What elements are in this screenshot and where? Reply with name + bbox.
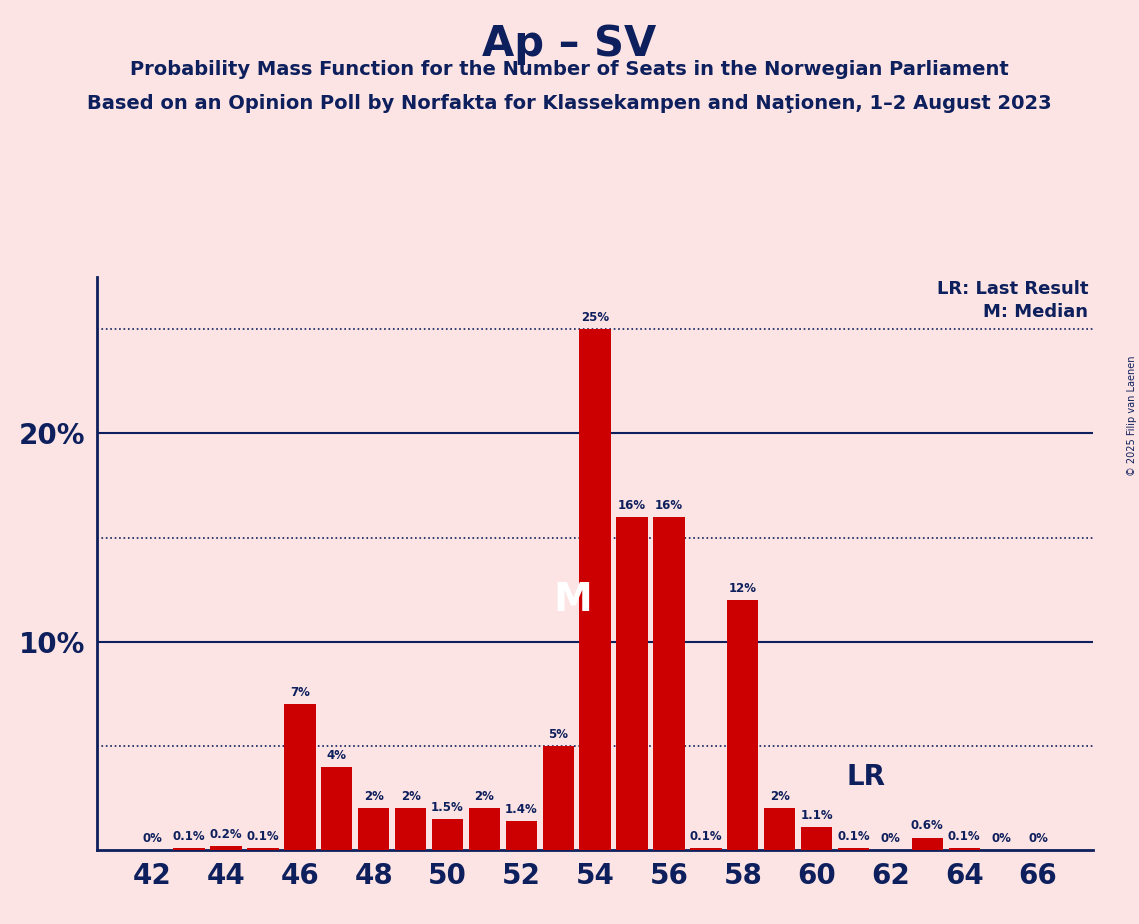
Bar [949, 848, 980, 850]
Bar [247, 848, 279, 850]
Bar [580, 329, 611, 850]
Bar [469, 808, 500, 850]
Text: 0.1%: 0.1% [247, 830, 279, 843]
Bar [284, 704, 316, 850]
Text: Ap – SV: Ap – SV [483, 23, 656, 65]
Text: 7%: 7% [290, 686, 310, 699]
Text: 0.1%: 0.1% [948, 830, 981, 843]
Bar [395, 808, 426, 850]
Text: 25%: 25% [581, 311, 609, 324]
Text: © 2025 Filip van Laenen: © 2025 Filip van Laenen [1126, 356, 1137, 476]
Text: 0.1%: 0.1% [837, 830, 870, 843]
Text: 16%: 16% [618, 499, 646, 512]
Bar [838, 848, 869, 850]
Bar [358, 808, 390, 850]
Text: M: M [554, 581, 592, 619]
Text: 1.1%: 1.1% [801, 808, 833, 822]
Text: 2%: 2% [475, 790, 494, 803]
Bar [690, 848, 721, 850]
Bar [654, 517, 685, 850]
Bar [506, 821, 536, 850]
Bar [911, 837, 943, 850]
Text: Probability Mass Function for the Number of Seats in the Norwegian Parliament: Probability Mass Function for the Number… [130, 60, 1009, 79]
Text: 0%: 0% [991, 832, 1011, 845]
Text: 2%: 2% [770, 790, 789, 803]
Bar [764, 808, 795, 850]
Bar [321, 767, 352, 850]
Text: M: Median: M: Median [983, 303, 1089, 321]
Text: 0%: 0% [142, 832, 162, 845]
Text: 0.6%: 0.6% [911, 820, 944, 833]
Text: 0%: 0% [1029, 832, 1048, 845]
Text: 2%: 2% [401, 790, 420, 803]
Text: 0.2%: 0.2% [210, 828, 243, 841]
Text: 5%: 5% [548, 728, 568, 741]
Text: LR: LR [846, 763, 885, 791]
Bar [727, 600, 759, 850]
Text: 0%: 0% [880, 832, 900, 845]
Text: 16%: 16% [655, 499, 683, 512]
Text: 0.1%: 0.1% [689, 830, 722, 843]
Text: 1.5%: 1.5% [431, 800, 464, 814]
Bar [211, 845, 241, 850]
Bar [542, 746, 574, 850]
Bar [173, 848, 205, 850]
Text: LR: Last Result: LR: Last Result [937, 280, 1089, 298]
Text: Based on an Opinion Poll by Norfakta for Klassekampen and Naţionen, 1–2 August 2: Based on an Opinion Poll by Norfakta for… [88, 94, 1051, 114]
Text: 2%: 2% [363, 790, 384, 803]
Text: 12%: 12% [729, 582, 756, 595]
Bar [432, 819, 464, 850]
Text: 1.4%: 1.4% [505, 803, 538, 816]
Bar [616, 517, 648, 850]
Text: 4%: 4% [327, 748, 346, 761]
Text: 0.1%: 0.1% [173, 830, 205, 843]
Bar [801, 827, 833, 850]
